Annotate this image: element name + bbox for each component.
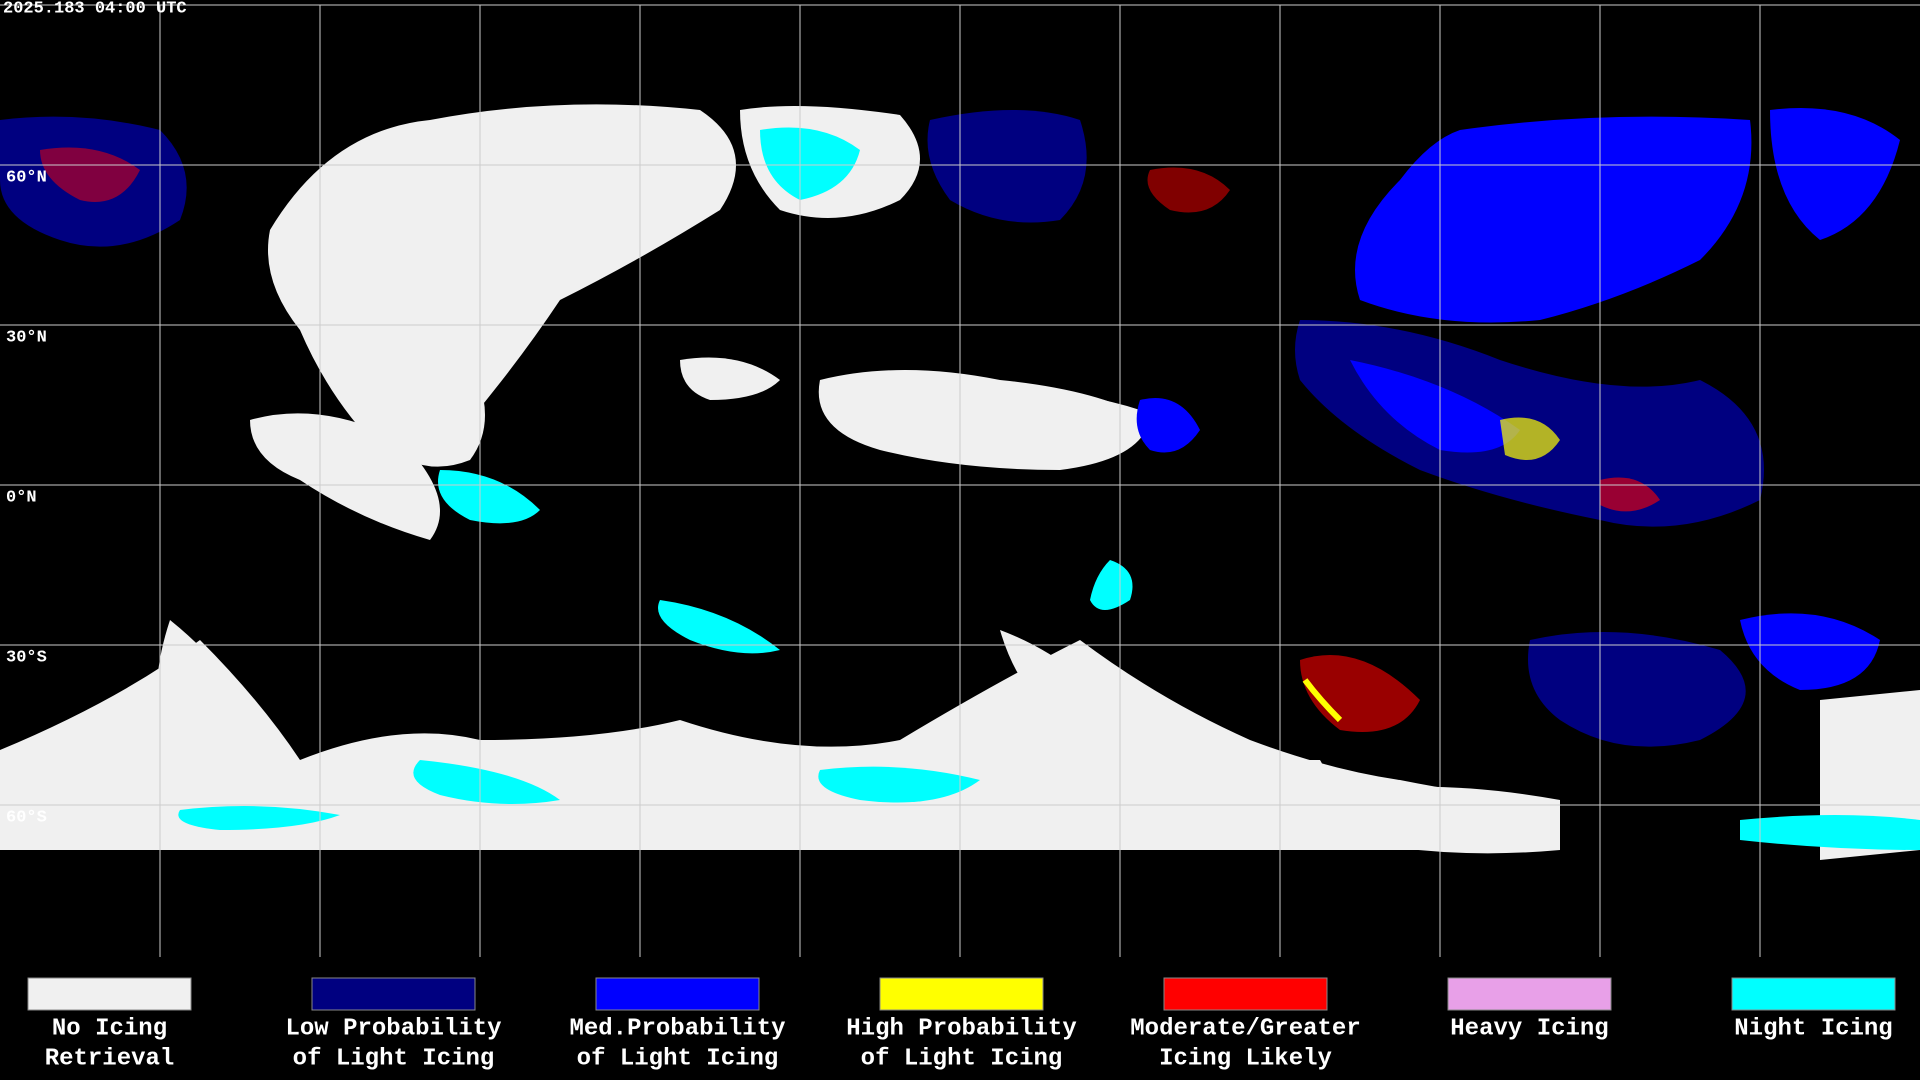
latitude-label: 60°S [6,808,47,827]
legend-label: Heavy Icing [1450,1015,1608,1042]
legend-label: Retrieval [45,1045,175,1072]
legend-label: of Light Icing [577,1045,779,1072]
icing-field [0,104,1920,860]
latitude-label: 60°N [6,168,47,187]
latitude-label: 30°S [6,648,47,667]
legend-label: Low Probability [285,1015,501,1042]
legend-label: Moderate/Greater [1130,1015,1360,1042]
timestamp: 2025.183 04:00 UTC [3,0,187,18]
latitude-labels: 60°N 30°N 0°N 30°S 60°S [6,168,47,827]
legend-label: Night Icing [1734,1015,1892,1042]
legend-swatch [1731,977,1896,1011]
latitude-label: 0°N [6,488,37,507]
legend-label: No Icing [52,1015,167,1042]
legend-swatch [311,977,476,1011]
latitude-label: 30°N [6,328,47,347]
legend-label: of Light Icing [861,1045,1063,1072]
legend-label: High Probability [846,1015,1076,1042]
legend-swatch [595,977,760,1011]
legend-label: Med.Probability [569,1015,785,1042]
legend-label: Icing Likely [1159,1045,1332,1072]
legend-label: of Light Icing [293,1045,495,1072]
legend: No Icing Retrieval Low Probability of Light… [27,977,1896,1072]
legend-swatch [879,977,1044,1011]
legend-swatch [1163,977,1328,1011]
legend-swatch [1447,977,1612,1011]
legend-swatch [27,977,192,1011]
graticule [0,4,1920,957]
